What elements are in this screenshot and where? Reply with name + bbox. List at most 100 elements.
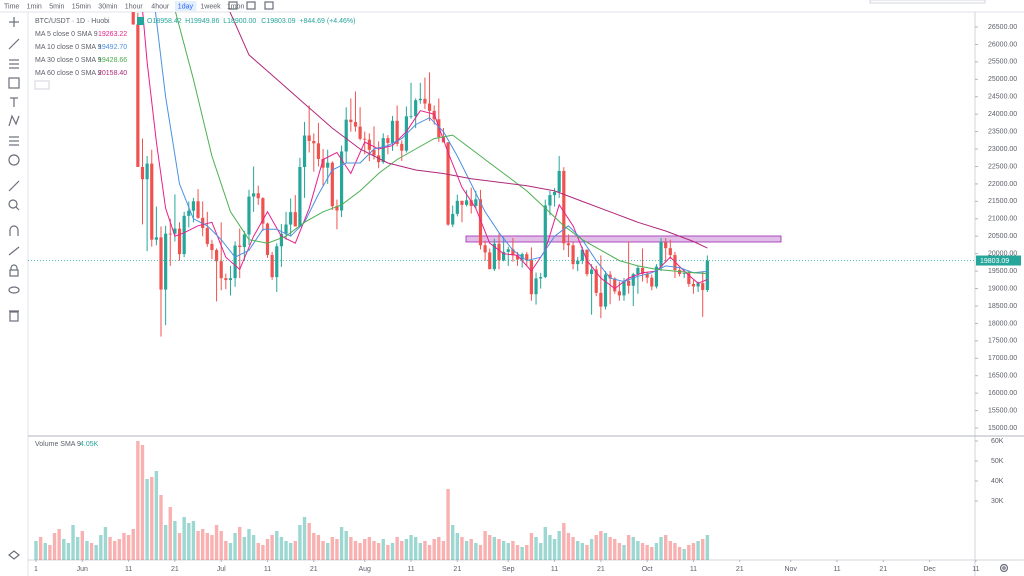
emoji-tool[interactable] — [8, 154, 20, 166]
volume-bar — [117, 539, 122, 560]
ohlc-value: L18900.00 — [223, 18, 256, 25]
volume-bar — [381, 539, 385, 560]
volume-bar — [367, 537, 372, 560]
interval-button[interactable]: 4hour — [151, 3, 170, 10]
time-tick-label: 21 — [879, 566, 887, 573]
candle-body — [557, 170, 561, 192]
settings-gear[interactable] — [999, 563, 1009, 573]
interval-button[interactable]: 15min — [72, 3, 91, 10]
left-toolbar — [8, 17, 20, 560]
volume-bar — [200, 529, 205, 560]
text-tool[interactable] — [10, 97, 18, 107]
volume-bar — [136, 441, 140, 560]
volume-bar — [376, 543, 381, 560]
interval-button[interactable]: 5min — [49, 3, 64, 10]
volume-bar — [150, 477, 154, 560]
volume-bar — [650, 547, 654, 560]
interval-button[interactable]: 1hour — [125, 3, 144, 10]
volume-bar — [140, 445, 145, 560]
volume-bar — [344, 531, 348, 560]
candle-body — [645, 273, 649, 278]
crosshair-tool[interactable] — [9, 17, 19, 27]
interval-button[interactable]: 1day — [178, 3, 194, 10]
volume-bar — [99, 535, 103, 560]
candle-body — [497, 243, 501, 261]
candle-body — [210, 243, 214, 251]
candle-body — [474, 199, 478, 206]
volume-bar — [103, 527, 108, 560]
volume-bar — [423, 541, 427, 560]
interval-button[interactable]: 1min — [27, 3, 42, 10]
volume-bar — [701, 539, 705, 560]
volume-bar — [483, 531, 487, 560]
price-tick-label: 18500.00 — [988, 303, 1017, 310]
price-tick-label: 23500.00 — [988, 128, 1017, 135]
time-tick-label: 11 — [972, 566, 979, 573]
candle-body — [515, 255, 520, 260]
price-tick-label: 26500.00 — [988, 24, 1017, 31]
candle-body — [627, 280, 631, 286]
lock-tool[interactable] — [9, 264, 19, 277]
candle-body — [307, 135, 311, 141]
price-tick-label: 20500.00 — [988, 233, 1017, 240]
candle-body — [390, 120, 395, 143]
hide-tool[interactable] — [8, 286, 20, 294]
candle-body — [664, 241, 668, 249]
time-tick-label: 11 — [407, 566, 414, 573]
volume-bar — [196, 531, 200, 560]
price-tick-label: 25500.00 — [988, 59, 1017, 66]
candle-body — [136, 24, 140, 167]
volume-bar — [608, 537, 612, 560]
interval-button[interactable]: 1mon — [227, 3, 245, 10]
volume-bar — [640, 543, 645, 560]
volume-bar — [599, 531, 603, 560]
volume-bar — [455, 533, 460, 560]
candle-body — [506, 249, 510, 252]
shape-tool[interactable] — [8, 77, 20, 89]
zoom-tool[interactable] — [8, 199, 20, 211]
candle-body — [187, 210, 191, 216]
interval-button[interactable]: 30min — [98, 3, 117, 10]
fullscreen-icon[interactable] — [264, 1, 274, 10]
volume-bar — [66, 543, 71, 560]
volume-bar — [696, 541, 700, 560]
volume-bar — [214, 525, 219, 560]
candle-body — [214, 250, 219, 262]
indicator-icon[interactable] — [246, 1, 256, 10]
interval-button[interactable]: 1week — [200, 3, 221, 10]
draw-mode-tool[interactable] — [8, 246, 20, 256]
magnet-tool[interactable] — [9, 225, 19, 236]
candle-body — [668, 248, 672, 256]
pattern-tool[interactable] — [8, 114, 20, 127]
legend-collapse[interactable] — [34, 80, 50, 90]
price-zone-drawing[interactable] — [465, 235, 782, 243]
prediction-tool[interactable] — [9, 136, 19, 146]
layers-tool[interactable] — [8, 550, 20, 560]
price-tick-label: 19000.00 — [988, 285, 1017, 292]
volume-bar — [566, 533, 571, 560]
candle-body — [150, 163, 154, 240]
candle-body — [460, 200, 464, 205]
volume-bar — [427, 545, 432, 560]
volume-bar — [576, 541, 580, 560]
volume-bar — [316, 535, 321, 560]
fib-tool[interactable] — [9, 59, 19, 69]
top-right-box[interactable] — [869, 0, 986, 4]
compare-icon[interactable] — [228, 1, 238, 10]
volume-bar — [432, 539, 436, 560]
interval-button[interactable]: Time — [4, 3, 19, 10]
candle-body — [372, 149, 376, 156]
volume-bar — [52, 533, 57, 560]
volume-bar — [395, 537, 399, 560]
ruler-tool[interactable] — [8, 180, 20, 192]
delete-tool[interactable] — [9, 310, 19, 322]
trendline-tool[interactable] — [8, 38, 20, 50]
candle-body — [381, 138, 385, 163]
ma-legend-name: MA 5 close 0 SMA 9 — [35, 31, 98, 38]
candle-body — [529, 260, 534, 295]
candle-body — [284, 224, 288, 234]
time-tick-label: Jun — [77, 566, 88, 573]
candle-body — [316, 143, 321, 160]
candle-body — [673, 255, 677, 271]
